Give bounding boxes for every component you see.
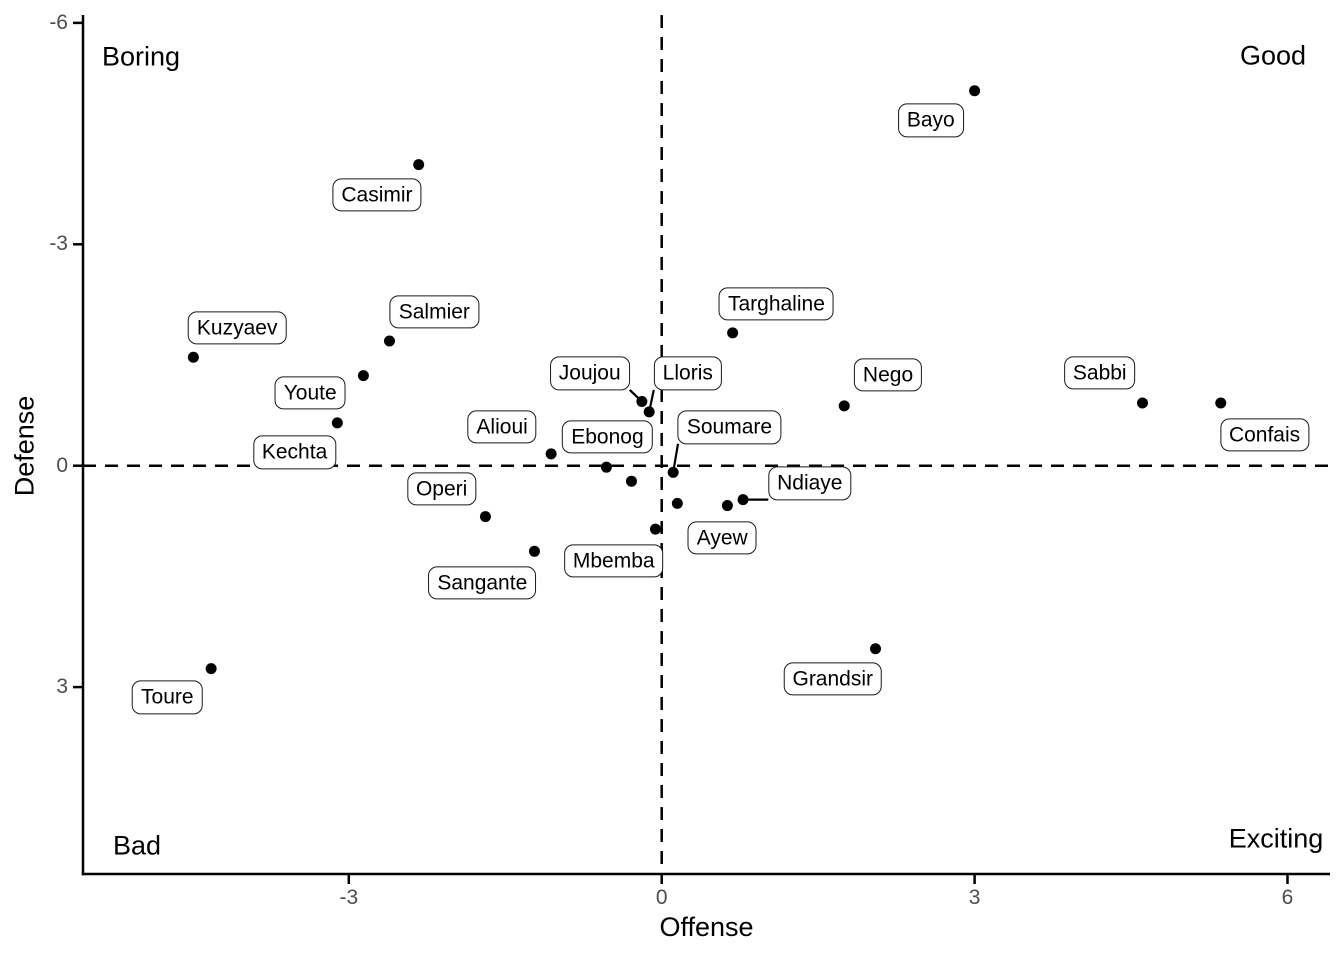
point-label-ndiaye: Ndiaye [768,466,852,501]
x-tick-label: 0 [655,886,668,909]
data-point-sangante [528,545,540,557]
point-label-nego: Nego [853,358,923,392]
data-point-casimir [413,159,425,171]
point-label-joujou: Joujou [549,356,630,391]
x-tick-label: -3 [339,886,359,909]
point-label-mbemba: Mbemba [563,544,664,578]
data-point-alioui [545,448,557,460]
data-point-mbemba [649,523,661,535]
data-point-toure [205,663,217,675]
point-label-salmier: Salmier [389,295,479,329]
y-tick-label: 0 [56,453,68,477]
y-tick-label: 3 [56,675,68,699]
quadrant-label-exciting: Exciting [1228,823,1324,854]
data-point-grandsir [870,643,882,655]
point-label-youte: Youte [274,375,346,410]
data-point-ayew [721,500,733,512]
y-tick-label: -3 [49,232,68,256]
point-label-soumare: Soumare [677,410,782,444]
data-point-ndiaye [737,494,749,506]
x-tick-label: 3 [968,886,981,909]
point-label-casimir: Casimir [332,178,422,212]
data-point-bayo [969,85,981,97]
quadrant-label-bad: Bad [112,830,162,861]
x-axis-title: Offense [659,912,754,942]
data-point-joujou [636,395,648,407]
data-point-kuzyaev [187,351,199,363]
point-label-bayo: Bayo [897,103,964,137]
data-point-sabbi [1137,397,1149,409]
data-point-confais [1215,397,1227,409]
data-point-operi [479,511,491,523]
data-point [625,475,637,487]
data-point [671,497,683,509]
point-label-sangante: Sangante [428,566,537,600]
quadrant-label-good: Good [1239,40,1307,71]
data-point-targhaline [727,327,739,339]
point-label-lloris: Lloris [653,356,722,391]
data-point-youte [357,370,369,382]
point-label-alioui: Alioui [467,409,537,444]
data-point-salmier [383,335,395,347]
point-label-ayew: Ayew [687,521,757,555]
quadrant-label-boring: Boring [101,41,181,72]
y-tick-label: -6 [49,10,68,34]
point-label-confais: Confais [1219,418,1310,452]
x-tick-label: 6 [1281,886,1294,909]
data-point-soumare [667,466,679,478]
point-label-grandsir: Grandsir [783,662,883,696]
point-label-sabbi: Sabbi [1063,356,1136,390]
point-label-toure: Toure [132,680,203,715]
point-label-ebonog: Ebonog [562,420,653,454]
point-label-kechta: Kechta [252,435,337,470]
data-point-kechta [331,417,343,429]
point-label-kuzyaev: Kuzyaev [187,311,287,345]
point-label-operi: Operi [406,471,477,506]
data-point-nego [838,400,850,412]
data-point-ebonog [600,461,612,473]
y-axis-title: Defense [9,395,40,497]
point-label-targhaline: Targhaline [718,287,834,321]
data-point-lloris [643,406,655,418]
